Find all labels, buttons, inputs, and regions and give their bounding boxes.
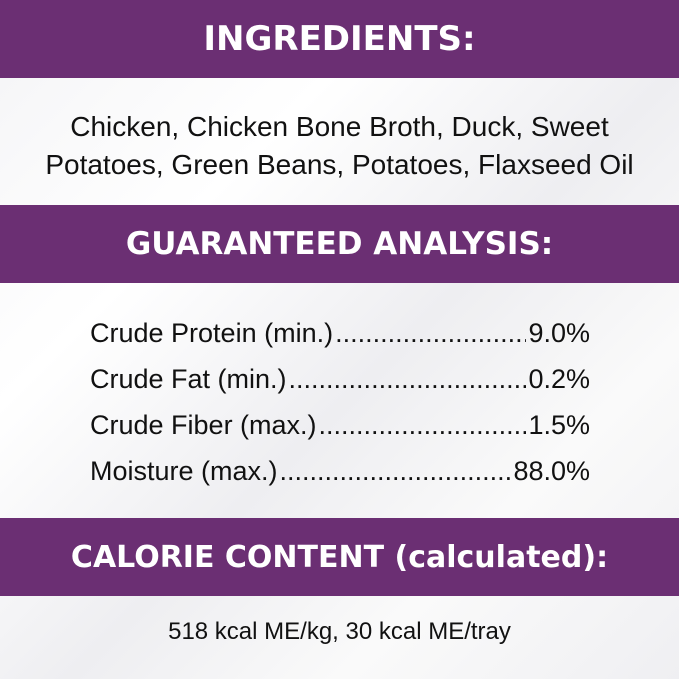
analysis-value: 0.2% [528, 363, 590, 394]
leader-dots [289, 364, 527, 395]
analysis-label: Moisture (max.) [90, 455, 278, 486]
analysis-label: Crude Protein (min.) [90, 317, 334, 348]
analysis-label: Crude Fiber (max.) [90, 409, 317, 440]
ingredients-line-1: Chicken, Chicken Bone Broth, Duck, Sweet [70, 111, 609, 142]
analysis-row: Crude Fiber (max.) 1.5% [90, 402, 590, 448]
analysis-value: 1.5% [528, 409, 590, 440]
calorie-heading: CALORIE CONTENT (calculated): [0, 518, 679, 596]
leader-dots [335, 318, 526, 349]
analysis-value: 9.0% [528, 317, 590, 348]
ingredients-line-2: Potatoes, Green Beans, Potatoes, Flaxsee… [45, 149, 634, 180]
analysis-label: Crude Fat (min.) [90, 363, 287, 394]
analysis-table: Crude Protein (min.) 9.0% Crude Fat (min.… [90, 310, 590, 494]
ingredients-heading: INGREDIENTS: [0, 0, 679, 78]
analysis-row: Crude Protein (min.) 9.0% [90, 310, 590, 356]
leader-dots [280, 456, 512, 487]
analysis-value: 88.0% [513, 455, 590, 486]
ingredients-list: Chicken, Chicken Bone Broth, Duck, Sweet… [0, 108, 679, 184]
calorie-text: 518 kcal ME/kg, 30 kcal ME/tray [168, 618, 511, 645]
analysis-heading: GUARANTEED ANALYSIS: [0, 205, 679, 283]
analysis-row: Moisture (max.) 88.0% [90, 448, 590, 494]
leader-dots [319, 410, 527, 441]
analysis-row: Crude Fat (min.) 0.2% [90, 356, 590, 402]
